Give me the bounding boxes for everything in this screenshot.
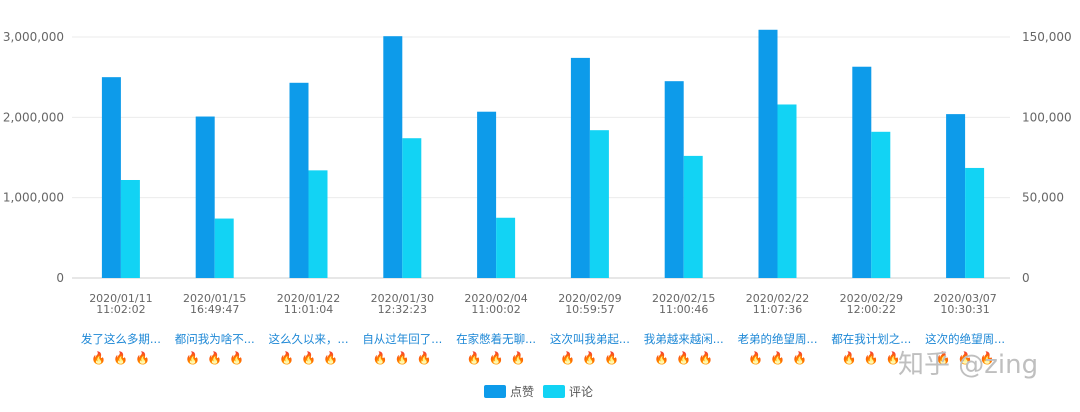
article-title-label: 我弟越来越闲... (644, 332, 724, 346)
bar-likes (477, 112, 496, 278)
legend-swatch-comments (543, 385, 565, 398)
bar-comments (496, 218, 515, 278)
bar-likes (290, 83, 309, 278)
fire-icon: 🔥 (748, 351, 763, 365)
bar-likes (102, 77, 121, 278)
legend-label-comments: 评论 (569, 385, 593, 399)
x-tick-label: 2020/01/22 11:01:04 (277, 292, 340, 316)
x-tick-label: 2020/02/09 10:59:57 (558, 292, 621, 316)
bar-likes (196, 117, 215, 278)
article-title-label: 这么久以来，... (269, 332, 349, 346)
article-title-label: 都问我为啥不... (175, 332, 255, 346)
article-title-label: 在家憋着无聊... (456, 332, 536, 346)
y-right-tick-label: 50,000 (1022, 191, 1064, 205)
fire-icon: 🔥 (91, 351, 106, 365)
bar-likes (571, 58, 590, 278)
article-title-label: 自从过年回了... (362, 332, 442, 346)
fire-icon: 🔥 (864, 351, 879, 365)
fire-icon: 🔥 (207, 351, 222, 365)
fire-icon: 🔥 (770, 351, 785, 365)
bar-comments (590, 130, 609, 278)
fire-icon: 🔥 (301, 351, 316, 365)
fire-icon: 🔥 (417, 351, 432, 365)
x-tick-label: 2020/02/04 11:00:02 (464, 292, 527, 316)
bar-likes (383, 36, 402, 278)
fire-icon: 🔥 (323, 351, 338, 365)
bar-comments (402, 138, 421, 278)
x-tick-label: 2020/01/30 12:32:23 (371, 292, 434, 316)
y-left-tick-label: 3,000,000 (3, 30, 64, 44)
fire-icon: 🔥 (792, 351, 807, 365)
x-tick-label: 2020/01/15 16:49:47 (183, 292, 246, 316)
bar-comments (871, 132, 890, 278)
article-title-label: 这次的绝望周... (925, 332, 1005, 346)
y-right-tick-label: 100,000 (1022, 110, 1072, 124)
bar-comments (309, 170, 328, 278)
fire-icon: 🔥 (467, 351, 482, 365)
bar-comments (121, 180, 140, 278)
x-tick-label: 2020/01/11 11:02:02 (89, 292, 152, 316)
bar-likes (852, 67, 871, 278)
bar-comments (965, 168, 984, 278)
fire-icon: 🔥 (582, 351, 597, 365)
fire-icon: 🔥 (698, 351, 713, 365)
article-title-label: 这次叫我弟起... (550, 332, 630, 346)
y-right-tick-label: 0 (1022, 271, 1030, 285)
bar-comments (684, 156, 703, 278)
y-left-tick-label: 1,000,000 (3, 191, 64, 205)
fire-icon: 🔥 (676, 351, 691, 365)
fire-icon: 🔥 (654, 351, 669, 365)
fire-icon: 🔥 (489, 351, 504, 365)
fire-icon: 🔥 (373, 351, 388, 365)
fire-icon: 🔥 (604, 351, 619, 365)
x-tick-label: 2020/02/15 11:00:46 (652, 292, 715, 316)
bar-comments (778, 104, 797, 278)
fire-icon: 🔥 (229, 351, 244, 365)
fire-icon: 🔥 (279, 351, 294, 365)
x-tick-label: 2020/02/29 12:00:22 (840, 292, 903, 316)
bar-likes (665, 81, 684, 278)
fire-icon: 🔥 (113, 351, 128, 365)
article-title-label: 发了这么多期... (81, 332, 161, 346)
fire-icon: 🔥 (185, 351, 200, 365)
y-left-tick-label: 0 (56, 271, 64, 285)
legend-swatch-likes (484, 385, 506, 398)
article-title-label: 老弟的绝望周... (738, 332, 818, 346)
fire-icon: 🔥 (395, 351, 410, 365)
fire-icon: 🔥 (135, 351, 150, 365)
fire-icon: 🔥 (511, 351, 526, 365)
article-title-label: 都在我计划之... (831, 332, 911, 346)
legend-label-likes: 点赞 (510, 385, 534, 399)
fire-icon: 🔥 (842, 351, 857, 365)
fire-icon: 🔥 (560, 351, 575, 365)
bar-comments (215, 219, 234, 278)
y-left-tick-label: 2,000,000 (3, 110, 64, 124)
x-tick-label: 2020/02/22 11:07:36 (746, 292, 809, 316)
watermark: 知乎 @zing (898, 350, 1038, 380)
bar-likes (759, 30, 778, 278)
y-right-tick-label: 150,000 (1022, 30, 1072, 44)
x-tick-label: 2020/03/07 10:30:31 (933, 292, 996, 316)
bar-likes (946, 114, 965, 278)
